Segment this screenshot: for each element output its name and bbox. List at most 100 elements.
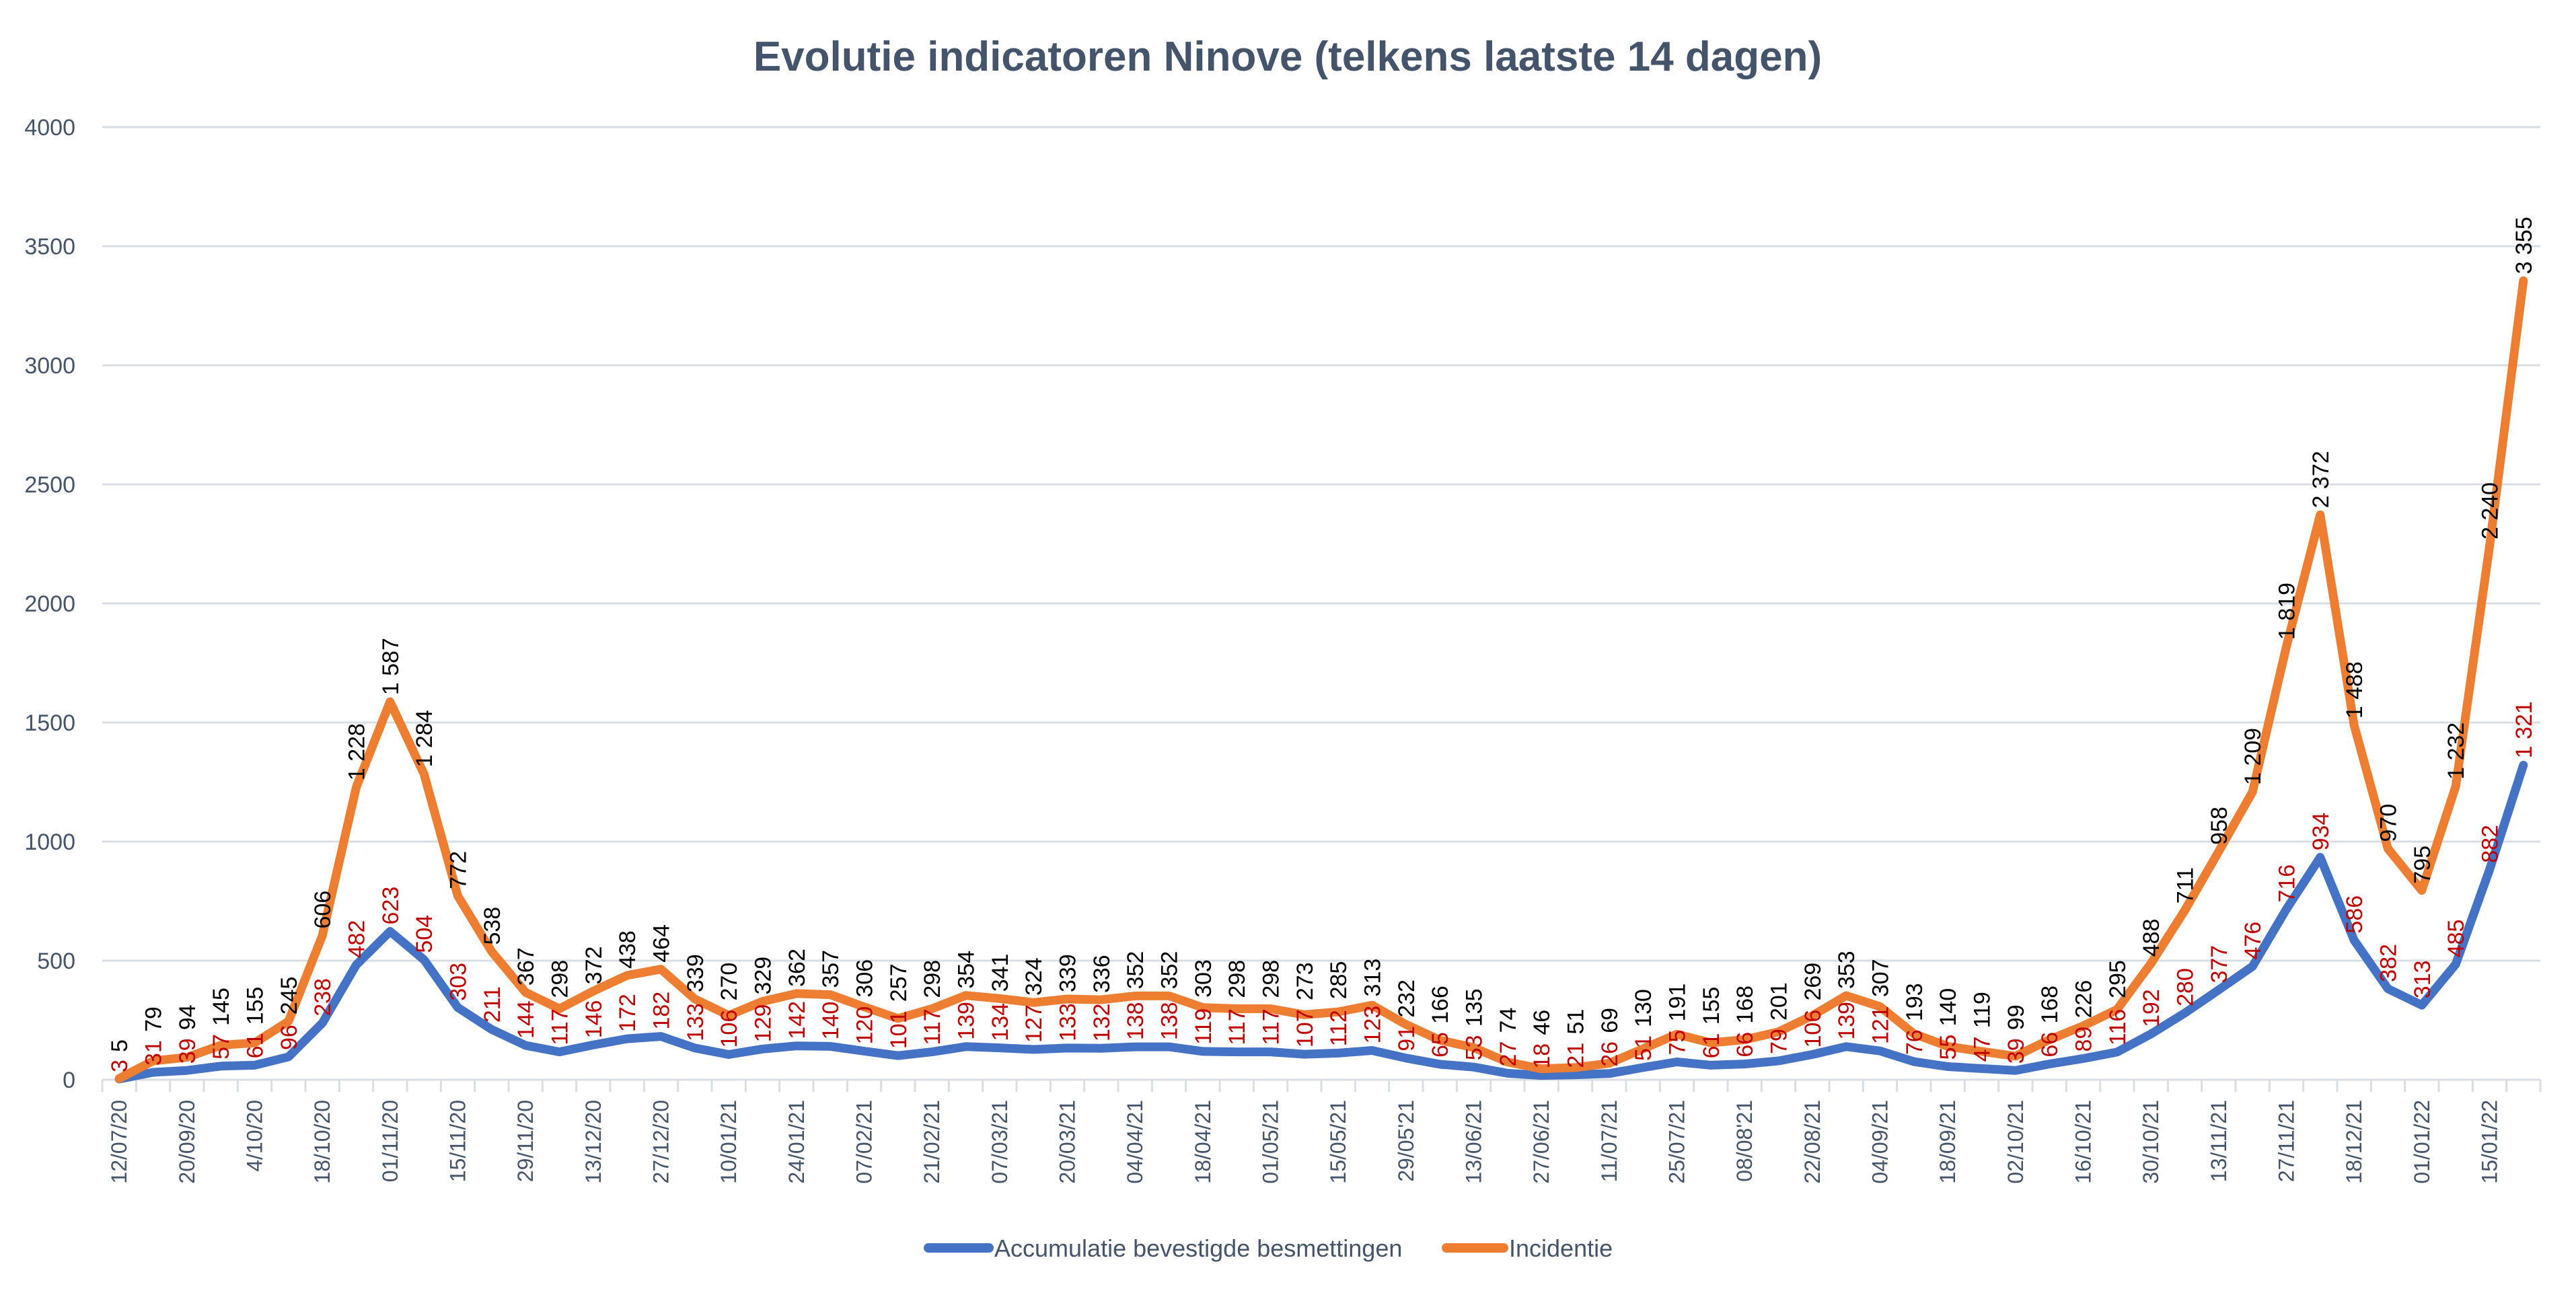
legend: Accumulatie bevestigde besmettingen Inci… [924,1234,1613,1262]
series-line-incidentie [114,276,2528,1083]
data-label-incidentie: 341 [988,954,1013,992]
data-label-accumulatie: 120 [852,1006,878,1045]
data-label-accumulatie: 623 [378,887,404,925]
data-label-incidentie: 772 [446,851,472,889]
data-label-accumulatie: 106 [1800,1010,1826,1048]
data-label-incidentie: 94 [175,1004,200,1030]
data-label-incidentie: 155 [1699,987,1724,1025]
data-label-incidentie: 191 [1665,984,1691,1022]
data-label-accumulatie: 117 [920,1008,945,1045]
data-labels: 3 5 31 79 39 94 57 145 61 155 96 245 238 606 482 1 228 6… [107,217,2537,1072]
data-label-accumulatie: 31 [141,1040,167,1066]
data-label-accumulatie: 211 [480,986,505,1023]
data-label-accumulatie: 123 [1360,1006,1386,1044]
x-tick-label: 15/01/22 [2478,1100,2502,1184]
data-label-accumulatie: 238 [310,978,336,1016]
data-label-accumulatie: 132 [1089,1004,1115,1042]
x-tick-label: 24/01/21 [784,1100,809,1184]
data-label-incidentie: 339 [1056,954,1081,992]
data-label-incidentie: 1 587 [378,638,404,695]
y-tick-label: 3000 [24,353,75,379]
data-label-accumulatie: 303 [446,963,472,1001]
y-tick-label: 1000 [24,829,75,855]
data-label-incidentie: 298 [1224,960,1250,998]
data-label-accumulatie: 138 [1123,1002,1148,1040]
data-label-incidentie: 970 [2376,804,2402,842]
data-label-accumulatie: 47 [1970,1037,1995,1062]
data-label-accumulatie: 146 [581,1000,607,1039]
data-label-accumulatie: 482 [344,920,370,959]
data-label-accumulatie: 377 [2207,945,2232,984]
data-label-incidentie: 1 232 [2443,723,2469,780]
data-label-incidentie: 488 [2139,919,2164,957]
data-label-incidentie: 1 228 [344,723,370,780]
data-label-accumulatie: 280 [2173,968,2199,1006]
data-label-incidentie: 79 [141,1006,167,1032]
data-label-accumulatie: 127 [1021,1004,1047,1043]
x-tick-label: 27/06/21 [1529,1100,1553,1184]
data-label-incidentie: 352 [1157,951,1183,990]
y-axis-ticks: 0 500 1000 1500 2000 2500 3000 3500 4000 [24,115,75,1093]
data-label-incidentie: 298 [548,960,573,998]
x-tick-label: 29/05'21 [1394,1100,1418,1182]
data-label-accumulatie: 27 [1496,1041,1521,1067]
x-tick-label: 02/10/21 [2003,1100,2028,1184]
data-label-accumulatie: 61 [1699,1033,1724,1059]
data-label-incidentie: 353 [1834,951,1860,989]
data-label-accumulatie: 91 [1394,1026,1420,1051]
legend-label-incidentie[interactable]: Incidentie [1509,1234,1613,1262]
data-label-incidentie: 367 [513,947,539,986]
y-tick-label: 1500 [24,710,75,736]
data-label-incidentie: 307 [1868,959,1894,997]
data-label-incidentie: 74 [1496,1008,1521,1033]
data-label-incidentie: 130 [1631,989,1656,1027]
x-tick-label: 4/10/20 [243,1100,267,1172]
data-label-incidentie: 119 [1970,992,1995,1028]
series-line-accumulatie [114,760,2528,1084]
data-label-accumulatie: 172 [615,994,640,1032]
data-label-incidentie: 298 [1259,960,1284,998]
data-label-accumulatie: 26 [1597,1041,1623,1067]
data-label-accumulatie: 133 [1056,1003,1081,1041]
data-label-accumulatie: 934 [2308,813,2334,851]
data-label-accumulatie: 3 [107,1060,133,1072]
x-tick-label: 07/02/21 [852,1100,877,1184]
x-tick-label: 20/03/21 [1056,1100,1080,1184]
x-axis-ticks: 12/07/20 20/09/20 4/10/20 18/10/20 01/11/20 1… [101,1080,2542,1184]
data-label-incidentie: 336 [1089,955,1115,993]
data-label-incidentie: 538 [480,907,505,945]
data-label-accumulatie: 107 [1292,1009,1318,1047]
data-label-accumulatie: 121 [1868,1006,1894,1044]
data-label-incidentie: 958 [2207,807,2232,845]
data-label-accumulatie: 117 [548,1008,573,1045]
x-tick-label: 15/11/20 [446,1100,470,1182]
data-label-accumulatie: 106 [716,1010,742,1048]
x-tick-label: 18/04/21 [1191,1100,1215,1184]
x-tick-label: 13/06/21 [1462,1100,1486,1184]
legend-label-accumulatie[interactable]: Accumulatie bevestigde besmettingen [994,1234,1402,1262]
y-tick-label: 0 [63,1068,75,1093]
x-tick-label: 08/08'21 [1732,1100,1757,1182]
data-label-accumulatie: 882 [2478,825,2503,863]
data-label-accumulatie: 485 [2443,920,2469,958]
data-label-incidentie: 303 [1191,959,1216,998]
data-label-incidentie: 193 [1902,983,1927,1021]
x-tick-label: 30/10/21 [2139,1100,2163,1184]
data-label-incidentie: 168 [1732,986,1758,1024]
data-label-incidentie: 51 [1563,1009,1589,1035]
x-tick-label: 21/02/21 [920,1100,944,1184]
x-tick-label: 13/12/20 [581,1100,605,1184]
data-label-incidentie: 324 [1021,957,1047,996]
data-label-incidentie: 257 [886,964,912,1002]
data-label-accumulatie: 39 [2003,1038,2029,1064]
data-label-accumulatie: 192 [2139,989,2164,1027]
data-label-incidentie: 99 [2003,1004,2029,1030]
data-label-incidentie: 372 [581,947,607,985]
data-label-incidentie: 1 488 [2342,661,2367,718]
data-label-incidentie: 226 [2071,980,2097,1019]
data-label-accumulatie: 119 [1191,1008,1216,1045]
data-label-accumulatie: 39 [175,1038,200,1064]
data-label-accumulatie: 138 [1157,1002,1183,1040]
data-label-accumulatie: 182 [649,992,675,1030]
